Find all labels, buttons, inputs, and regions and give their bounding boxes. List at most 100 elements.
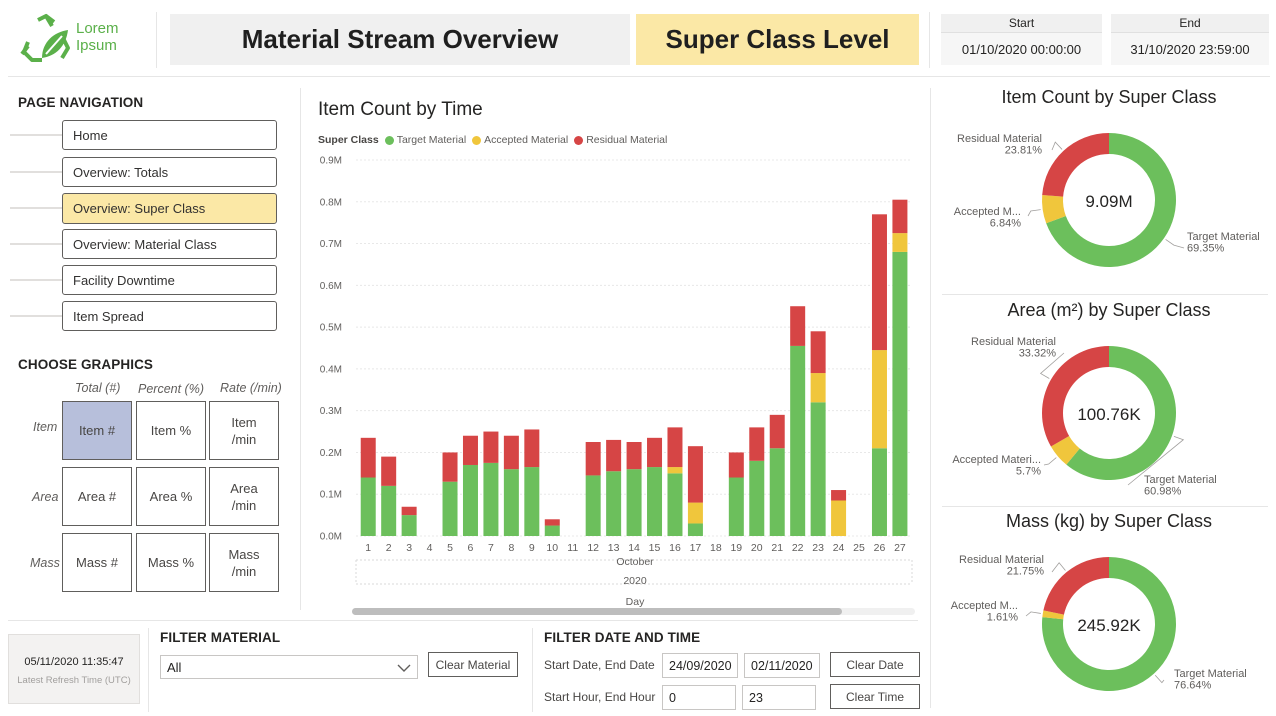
mass-total-button[interactable]: Mass # — [62, 533, 132, 592]
donut-item-title: Item Count by Super Class — [1001, 87, 1217, 107]
area-percent-button[interactable]: Area % — [136, 467, 206, 526]
x-tick-label: 24 — [833, 542, 845, 554]
donut-leader-line — [1039, 352, 1065, 379]
refresh-time: 05/11/2020 11:35:47 — [24, 656, 124, 668]
bar-segment-target — [442, 481, 458, 536]
nav-overview-totals-button[interactable]: Overview: Totals — [62, 157, 277, 187]
recycle-leaf-icon — [20, 14, 70, 62]
x-tick-label: 6 — [468, 542, 474, 554]
refresh-panel: 05/11/2020 11:35:47 Latest Refresh Time … — [8, 634, 140, 704]
start-hour-input[interactable]: 0 — [662, 685, 736, 710]
clear-time-button[interactable]: Clear Time — [830, 684, 920, 709]
material-dropdown-value: All — [167, 659, 182, 675]
bar-segment-residual — [667, 427, 683, 468]
bar-segment-target — [667, 473, 683, 536]
donut-label: 60.98% — [1144, 486, 1182, 498]
donut-leader-line — [1025, 611, 1041, 617]
legend-residual: Residual Material — [586, 134, 668, 146]
x-tick-label: 25 — [853, 542, 865, 554]
item-total-button[interactable]: Item # — [62, 401, 132, 460]
mass-rate-button[interactable]: Mass /min — [209, 533, 279, 592]
bar-segment-residual — [401, 506, 417, 516]
bar-segment-target — [606, 471, 622, 536]
donut-area-title: Area (m²) by Super Class — [1007, 300, 1211, 320]
legend-dot-target — [384, 135, 394, 145]
y-tick-label: 0.3M — [320, 406, 342, 417]
donut-center-value: 245.92K — [1077, 616, 1141, 635]
area-total-button[interactable]: Area # — [62, 467, 132, 526]
donut-slice-target — [1066, 346, 1176, 480]
donut-slice-target — [1042, 557, 1176, 691]
donut-slice-residual — [1042, 133, 1109, 197]
bar-segment-target — [401, 515, 417, 536]
bar-segment-residual — [442, 452, 458, 482]
donut-leader-line — [1127, 435, 1185, 486]
bar-segment-residual — [544, 519, 560, 526]
bar-segment-residual — [647, 437, 663, 468]
col-header-rate: Rate (/min) — [220, 381, 282, 395]
nav-home-button[interactable]: Home — [62, 120, 277, 150]
item-percent-button[interactable]: Item % — [136, 401, 206, 460]
bar-segment-target — [749, 460, 765, 536]
y-tick-label: 0.2M — [320, 448, 342, 459]
donut-leader-line — [1027, 209, 1041, 217]
item-rate-button[interactable]: Item /min — [209, 401, 279, 460]
graphics-title: CHOOSE GRAPHICS — [18, 357, 154, 372]
date-range-label: Start Date, End Date — [544, 658, 655, 672]
donut-slice-accepted — [1042, 194, 1066, 224]
material-dropdown[interactable]: All — [160, 655, 418, 679]
donut-label: 5.7% — [1016, 466, 1041, 478]
donut-label: Accepted M... — [951, 600, 1018, 612]
clear-material-button[interactable]: Clear Material — [428, 652, 518, 677]
chart-scrollbar[interactable] — [352, 608, 915, 615]
clear-date-button[interactable]: Clear Date — [830, 652, 920, 677]
x-tick-label: 10 — [546, 542, 558, 554]
donut-label: Target Material — [1187, 231, 1260, 243]
donut-label: Target Material — [1174, 668, 1247, 680]
bar-segment-target — [544, 525, 560, 536]
bar-segment-target — [483, 462, 499, 536]
bar-segment-target — [503, 469, 519, 536]
bar-segment-residual — [769, 414, 785, 449]
x-tick-label: 23 — [812, 542, 824, 554]
bar-segment-residual — [892, 199, 908, 234]
donut-leader-line — [1043, 457, 1057, 466]
bar-segment-residual — [790, 306, 806, 346]
x-tick-label: 5 — [447, 542, 453, 554]
row-header-item: Item — [33, 420, 58, 434]
start-date-input[interactable]: 24/09/2020 — [662, 653, 738, 678]
col-header-percent: Percent (%) — [138, 382, 204, 396]
x-tick-label: 2 — [386, 542, 392, 554]
donut-label: 76.64% — [1174, 680, 1212, 692]
bar-segment-target — [360, 477, 376, 536]
filter-material-title: FILTER MATERIAL — [160, 630, 281, 645]
chart-scrollbar-thumb[interactable] — [352, 608, 842, 615]
x-tick-label: 26 — [874, 542, 886, 554]
x-tick-label: 18 — [710, 542, 722, 554]
y-tick-label: 0.9M — [320, 156, 342, 167]
donut-label: Residual Material — [959, 554, 1044, 566]
mass-percent-button[interactable]: Mass % — [136, 533, 206, 592]
legend-dot-residual — [574, 135, 584, 145]
refresh-label: Latest Refresh Time (UTC) — [17, 675, 131, 686]
nav-facility-downtime-button[interactable]: Facility Downtime — [62, 265, 277, 295]
end-hour-input[interactable]: 23 — [742, 685, 816, 710]
start-range: Start 01/10/2020 00:00:00 — [941, 14, 1102, 65]
bar-segment-residual — [871, 214, 887, 351]
area-rate-button[interactable]: Area /min — [209, 467, 279, 526]
x-tick-label: 27 — [894, 542, 906, 554]
x-tick-label: 12 — [587, 542, 599, 554]
nav-overview-super-class-button[interactable]: Overview: Super Class — [62, 193, 277, 224]
donut-slice-target — [1046, 133, 1176, 267]
end-date-input[interactable]: 02/11/2020 — [744, 653, 820, 678]
nav-item-spread-button[interactable]: Item Spread — [62, 301, 277, 331]
donut-slice-residual — [1042, 346, 1109, 447]
donut-label: 23.81% — [1005, 145, 1043, 157]
x-tick-label: 3 — [406, 542, 412, 554]
chevron-down-icon — [397, 664, 411, 672]
nav-overview-material-class-button[interactable]: Overview: Material Class — [62, 229, 277, 259]
donut-leader-line — [1051, 562, 1066, 573]
x-tick-label: 8 — [508, 542, 514, 554]
